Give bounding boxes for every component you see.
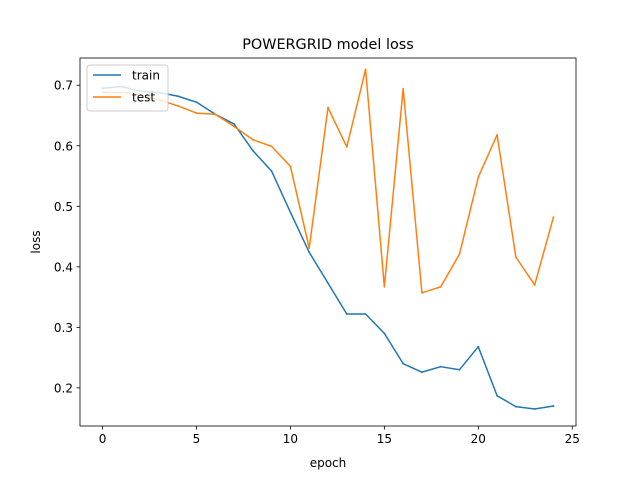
data-point-test-10 (289, 165, 292, 168)
data-point-train-18 (439, 365, 442, 368)
data-point-test-16 (402, 87, 405, 90)
legend: train test (86, 64, 169, 112)
data-point-train-20 (477, 345, 480, 348)
data-point-test-18 (439, 285, 442, 288)
plot-area-frame (79, 57, 577, 427)
data-point-train-11 (308, 251, 311, 254)
x-axis-label: epoch (310, 456, 347, 470)
data-point-train-9 (270, 170, 273, 173)
data-point-test-6 (214, 113, 217, 116)
data-point-test-17 (421, 291, 423, 294)
y-tick-label: 0.5 (54, 200, 73, 214)
data-point-train-16 (402, 362, 405, 365)
data-point-test-19 (458, 253, 461, 256)
data-point-test-21 (496, 133, 498, 136)
legend-label-train: train (132, 69, 160, 83)
data-point-train-21 (496, 394, 498, 397)
y-tick-label: 0.4 (54, 260, 73, 274)
chart-title: POWERGRID model loss (242, 37, 414, 53)
data-point-train-10 (289, 211, 292, 214)
data-point-train-23 (533, 408, 536, 410)
y-axis-label: loss (29, 230, 43, 253)
data-point-test-23 (533, 284, 536, 286)
y-tick-label: 0.2 (54, 381, 73, 395)
data-point-train-5 (195, 101, 198, 104)
data-point-train-8 (251, 149, 254, 152)
x-axis: 0 5 10 15 20 25 (99, 426, 580, 446)
data-point-train-7 (233, 123, 235, 125)
data-point-train-12 (327, 282, 329, 285)
x-tick-label: 10 (283, 432, 298, 446)
data-point-train-14 (364, 313, 367, 315)
data-point-test-8 (251, 138, 254, 141)
data-point-test-13 (345, 146, 348, 148)
data-point-train-15 (383, 332, 386, 335)
data-point-test-22 (514, 256, 517, 259)
data-point-test-14 (364, 68, 367, 71)
x-tick-label: 25 (565, 432, 580, 446)
data-point-test-5 (195, 112, 198, 114)
data-point-test-9 (270, 145, 273, 148)
x-tick-label: 5 (193, 432, 201, 446)
data-point-test-7 (233, 125, 235, 128)
series-layer (101, 68, 555, 410)
data-point-test-11 (308, 247, 311, 249)
data-point-test-20 (477, 176, 480, 179)
legend-frame (86, 64, 169, 112)
data-point-test-4 (176, 104, 179, 107)
x-tick-label: 15 (377, 432, 392, 446)
y-tick-label: 0.7 (54, 79, 73, 93)
data-point-train-13 (345, 313, 348, 315)
y-axis: 0.2 0.3 0.4 0.5 0.6 0.7 (54, 79, 80, 395)
x-tick-label: 0 (99, 432, 107, 446)
data-point-test-12 (327, 106, 329, 109)
x-tick-label: 20 (471, 432, 486, 446)
legend-label-test: test (132, 91, 155, 105)
data-point-train-4 (176, 95, 179, 98)
data-point-test-24 (552, 216, 555, 219)
y-tick-label: 0.6 (54, 139, 73, 153)
data-point-train-17 (421, 371, 423, 374)
data-point-test-15 (383, 285, 386, 288)
y-tick-label: 0.3 (54, 321, 73, 335)
data-point-train-24 (552, 405, 555, 407)
data-point-train-19 (458, 368, 461, 371)
data-point-train-22 (514, 405, 517, 408)
